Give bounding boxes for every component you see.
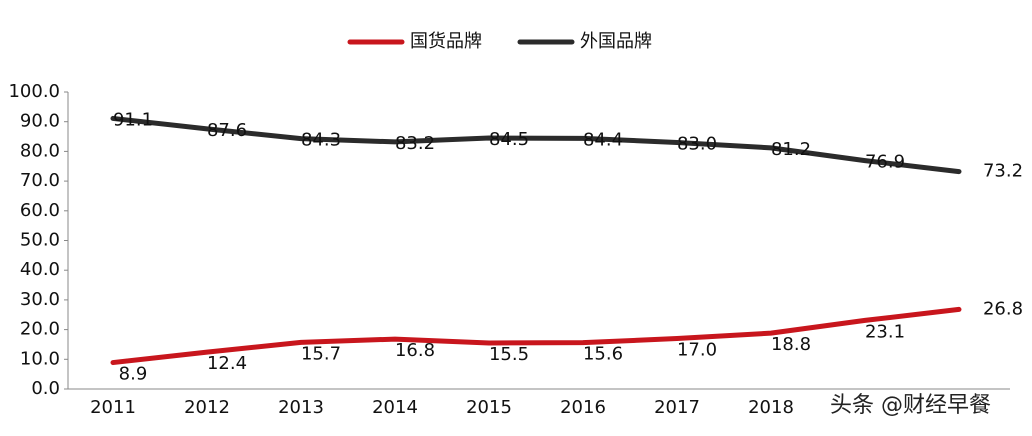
x-tick-label: 2011 [90,397,136,418]
data-label: 81.2 [771,139,811,160]
data-label: 84.3 [301,130,341,151]
watermark: 头条 @财经早餐 [830,393,991,418]
x-tick-label: 2014 [372,397,418,418]
data-label: 73.2 [983,161,1023,182]
data-label: 15.5 [489,344,529,365]
x-tick-label: 2017 [654,397,700,418]
y-tick-label: 0.0 [31,378,60,399]
x-tick-label: 2016 [560,397,606,418]
y-tick-label: 100.0 [8,81,60,102]
line [110,306,962,366]
data-label: 8.9 [119,364,148,385]
data-label: 83.2 [395,133,435,154]
y-tick-label: 20.0 [20,319,60,340]
y-tick-label: 80.0 [20,140,60,161]
data-label: 16.8 [395,340,435,361]
legend-label: 国货品牌 [410,31,482,52]
x-tick-label: 2018 [748,397,794,418]
y-tick-label: 90.0 [20,111,60,132]
y-tick-label: 60.0 [20,200,60,221]
data-label: 84.4 [583,129,623,150]
data-label: 15.6 [583,344,623,365]
data-label: 18.8 [771,334,811,355]
data-label: 91.1 [113,109,153,130]
y-tick-label: 10.0 [20,348,60,369]
y-tick-label: 50.0 [20,230,60,251]
x-tick-label: 2012 [184,397,230,418]
data-label: 15.7 [301,343,341,364]
data-label: 17.0 [677,340,717,361]
x-tick-label: 2015 [466,397,512,418]
data-label: 76.9 [865,152,905,173]
y-tick-label: 70.0 [20,170,60,191]
data-label: 84.5 [489,129,529,150]
data-label: 26.8 [983,298,1023,319]
legend-label: 外国品牌 [580,31,652,52]
data-label: 83.0 [677,133,717,154]
y-tick-label: 30.0 [20,289,60,310]
x-tick-label: 2013 [278,397,324,418]
data-label: 12.4 [207,353,247,374]
data-label: 23.1 [865,321,905,342]
data-label: 87.6 [207,120,247,141]
y-tick-label: 40.0 [20,259,60,280]
line [110,115,962,175]
